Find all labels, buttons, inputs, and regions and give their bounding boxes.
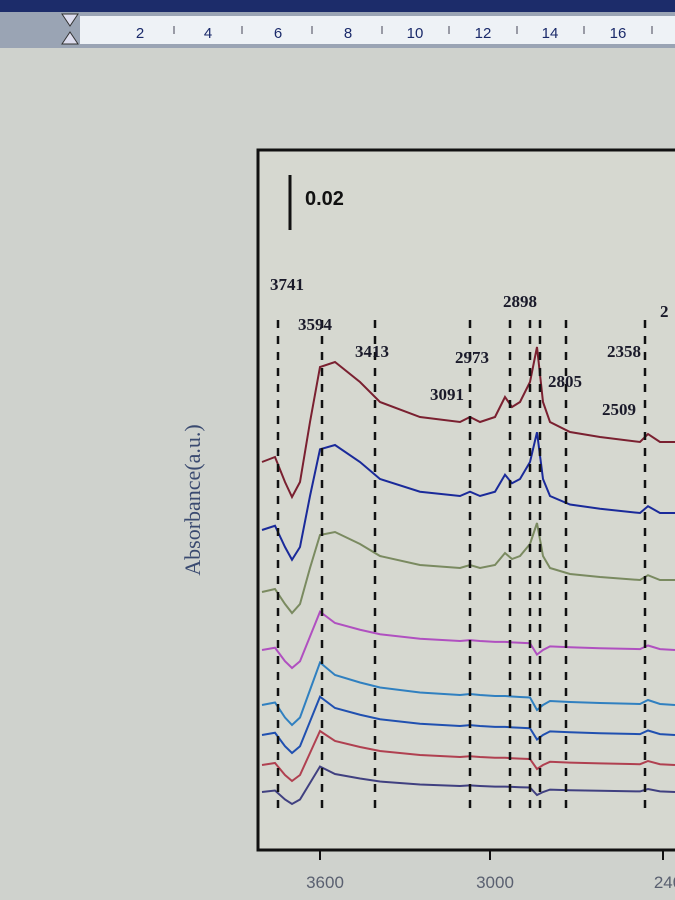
- peak-label: 3091: [430, 385, 464, 404]
- peak-label: 2973: [455, 348, 489, 367]
- peak-label: 2805: [548, 372, 582, 391]
- ruler-ticks: 2 4 6 8 10 12 14 16: [136, 25, 653, 42]
- ruler-number: 4: [204, 25, 212, 42]
- peak-label: 3741: [270, 275, 304, 294]
- plot: [261, 320, 675, 815]
- spectrum: [261, 660, 675, 727]
- ruler-number: 6: [274, 25, 282, 42]
- peak-label: 2: [660, 302, 669, 321]
- ruler-number: 12: [475, 25, 492, 42]
- spectrum: [261, 765, 675, 806]
- peak-label: 2898: [503, 292, 537, 311]
- spectrum: [261, 522, 675, 615]
- ruler-indent[interactable]: [61, 13, 79, 45]
- ruler-number: 16: [610, 25, 627, 42]
- spectrum: [261, 346, 675, 500]
- ruler: [80, 16, 675, 44]
- peak-label: 3594: [298, 315, 333, 334]
- x-tick-label: 3600: [306, 873, 344, 892]
- title-bar: [0, 0, 675, 12]
- spectrum: [261, 432, 675, 562]
- y-axis-label: Absorbance(a.u.): [180, 424, 205, 576]
- x-tick-label: 3000: [476, 873, 514, 892]
- spectrum: [261, 729, 675, 783]
- ruler-number: 8: [344, 25, 352, 42]
- labels: 3741 3594 3413 2973 3091 2898 2805 2358 2509 2 360…: [270, 275, 675, 892]
- ruler-number: 10: [407, 25, 424, 42]
- x-tick-label: 240: [654, 873, 675, 892]
- spectrum: [261, 610, 675, 670]
- chart-frame: [256, 148, 675, 852]
- peak-label: 3413: [355, 342, 389, 361]
- peak-label: 2509: [602, 400, 636, 419]
- peak-label: 2358: [607, 342, 641, 361]
- scale-bar-label: 0.02: [305, 188, 344, 210]
- ruler-number: 14: [542, 25, 559, 42]
- spectrum: [261, 695, 675, 755]
- ruler-number: 2: [136, 25, 144, 42]
